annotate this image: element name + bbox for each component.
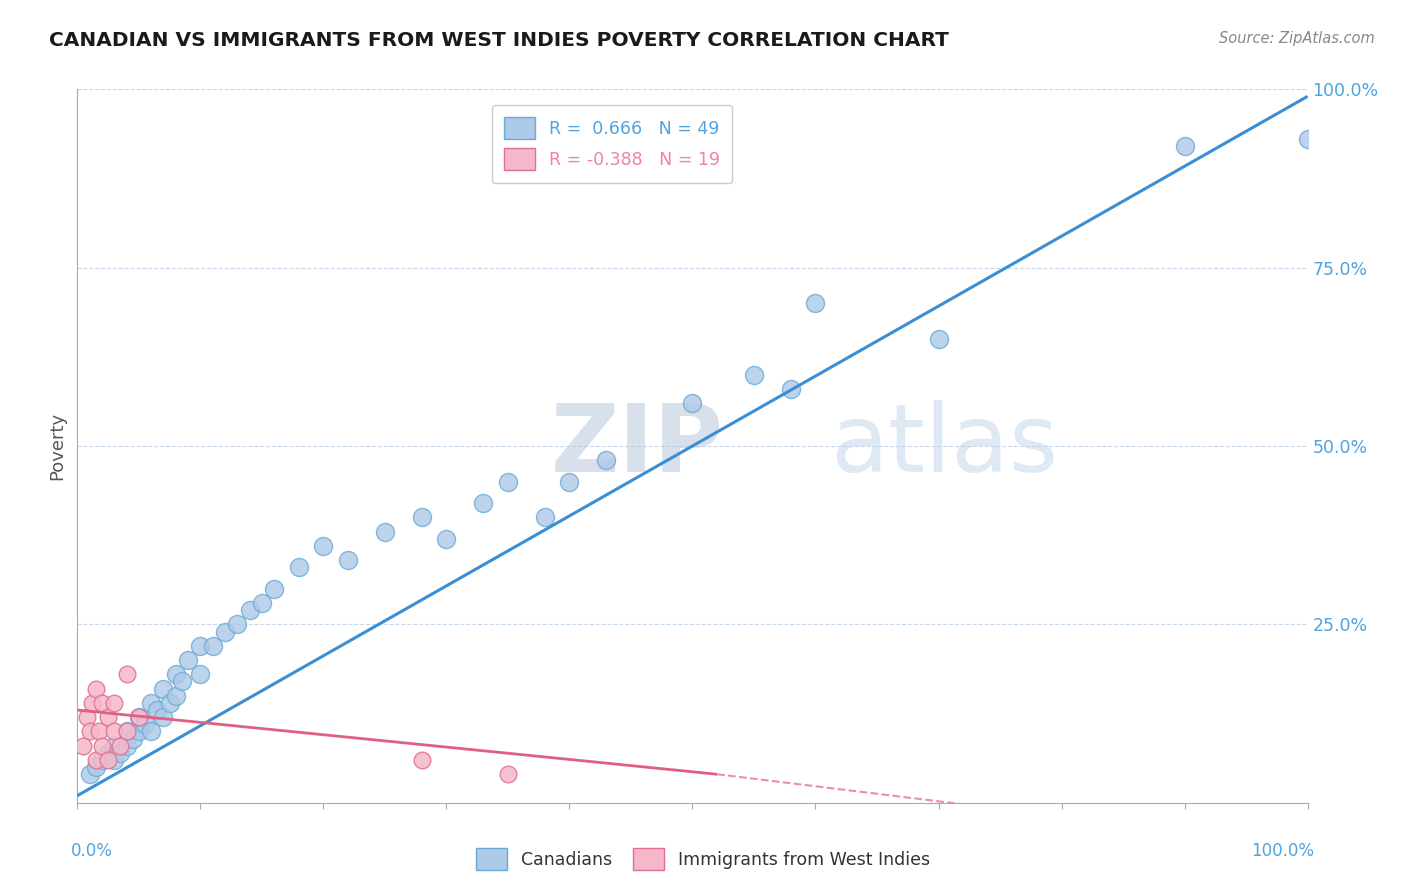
Y-axis label: Poverty: Poverty [48, 412, 66, 480]
Text: 0.0%: 0.0% [72, 842, 112, 860]
Text: ZIP: ZIP [551, 400, 724, 492]
Text: CANADIAN VS IMMIGRANTS FROM WEST INDIES POVERTY CORRELATION CHART: CANADIAN VS IMMIGRANTS FROM WEST INDIES … [49, 31, 949, 50]
Legend: R =  0.666   N = 49, R = -0.388   N = 19: R = 0.666 N = 49, R = -0.388 N = 19 [492, 105, 733, 183]
Text: atlas: atlas [831, 400, 1059, 492]
Text: 100.0%: 100.0% [1251, 842, 1313, 860]
Text: Source: ZipAtlas.com: Source: ZipAtlas.com [1219, 31, 1375, 46]
Legend: Canadians, Immigrants from West Indies: Canadians, Immigrants from West Indies [467, 839, 939, 879]
